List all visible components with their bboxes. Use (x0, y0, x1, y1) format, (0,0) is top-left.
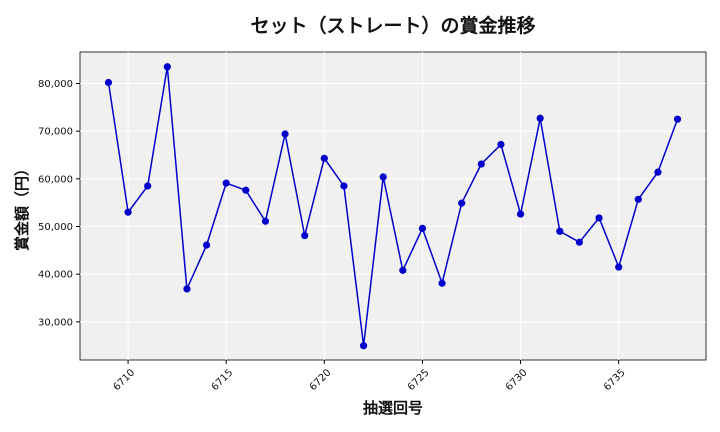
data-point (222, 179, 230, 187)
x-tick-label: 6735 (602, 367, 628, 393)
data-point (163, 63, 171, 71)
x-tick-label: 6710 (111, 367, 137, 393)
data-point (183, 285, 191, 293)
series-line (107, 66, 679, 346)
chart-title: セット（ストレート）の賞金推移 (250, 14, 535, 37)
data-point (438, 279, 446, 287)
x-tick-label: 6725 (406, 367, 432, 393)
x-tick-label: 6720 (308, 367, 334, 393)
data-point (261, 217, 270, 225)
data-point (634, 195, 642, 203)
y-tick-label: 40,000 (38, 270, 73, 281)
y-tick-label: 80,000 (38, 79, 73, 90)
x-axis: 6710 6715 6720 6725 6730 6735 (111, 360, 628, 393)
y-axis: 30,000 40,000 50,000 60,000 70,000 80,000 (38, 79, 80, 328)
data-point (458, 199, 466, 207)
data-point (477, 160, 485, 168)
x-tick-label: 6715 (210, 367, 236, 393)
y-tick-label: 60,000 (38, 174, 73, 185)
data-point (301, 231, 309, 240)
data-point (202, 241, 211, 249)
data-point (595, 214, 603, 222)
data-point (359, 342, 368, 350)
data-point (340, 182, 348, 190)
data-point (556, 227, 564, 235)
data-point (536, 114, 544, 122)
plot-area (79, 51, 707, 361)
data-point (399, 266, 407, 274)
y-tick-label: 70,000 (38, 127, 73, 138)
y-axis-label: 賞金額（円） (13, 161, 31, 251)
y-tick-label: 30,000 (38, 317, 73, 328)
data-point (673, 115, 682, 123)
data-point (654, 168, 662, 176)
grid (80, 52, 706, 360)
data-point (516, 210, 525, 218)
data-points (104, 63, 682, 350)
data-point (575, 238, 584, 246)
data-point (281, 130, 289, 138)
y-tick-label: 50,000 (38, 222, 73, 233)
data-point (418, 224, 427, 233)
data-point (379, 173, 387, 181)
data-point (104, 78, 113, 87)
data-point (242, 186, 250, 194)
x-tick-label: 6730 (504, 367, 530, 393)
data-point (497, 140, 505, 149)
data-point (615, 263, 623, 271)
data-point (320, 154, 328, 162)
data-point (144, 182, 152, 190)
data-point (124, 208, 132, 216)
x-axis-label: 抽選回号 (363, 399, 423, 417)
